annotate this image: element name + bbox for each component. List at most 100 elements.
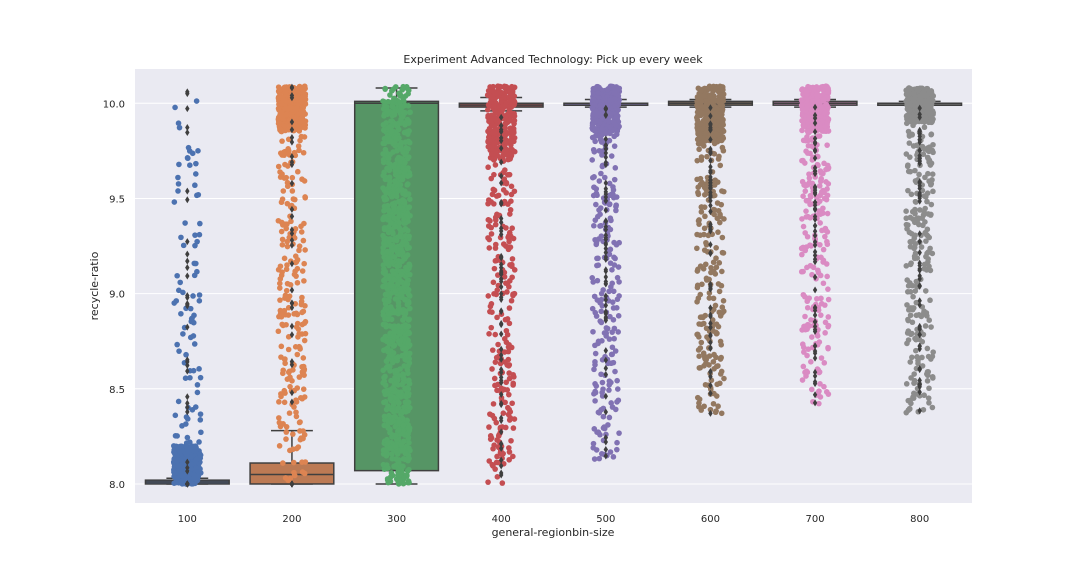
- point: [592, 85, 598, 92]
- point: [406, 300, 412, 306]
- outlier-marker: [289, 241, 295, 249]
- point: [275, 163, 282, 170]
- point: [402, 167, 409, 173]
- point: [613, 241, 620, 248]
- point: [391, 215, 398, 222]
- point: [713, 354, 719, 361]
- point: [276, 399, 282, 405]
- point: [175, 120, 182, 127]
- point: [383, 190, 389, 196]
- point: [928, 131, 935, 137]
- strip-points: [170, 83, 937, 488]
- strip-400: [484, 83, 518, 486]
- point: [392, 288, 399, 295]
- point: [589, 122, 596, 129]
- point: [713, 408, 719, 414]
- point: [818, 104, 825, 110]
- point: [400, 430, 406, 437]
- point: [399, 114, 406, 120]
- point: [281, 123, 287, 129]
- outlier-marker: [289, 229, 295, 237]
- y-tick-label: 10.0: [103, 99, 125, 110]
- point: [285, 304, 292, 311]
- point: [491, 157, 497, 163]
- point: [278, 313, 285, 320]
- point: [300, 237, 307, 244]
- point: [506, 320, 513, 327]
- point: [920, 406, 927, 413]
- point: [800, 223, 807, 230]
- point: [492, 241, 499, 248]
- point: [595, 340, 601, 347]
- point: [596, 207, 602, 213]
- point: [385, 403, 391, 409]
- point: [600, 287, 606, 293]
- point: [506, 370, 512, 376]
- point: [279, 242, 286, 248]
- point: [694, 94, 701, 100]
- point: [407, 196, 413, 203]
- point: [280, 460, 286, 466]
- point: [406, 139, 413, 146]
- point: [930, 349, 936, 355]
- point: [590, 192, 597, 199]
- point: [485, 235, 491, 241]
- point: [510, 291, 516, 298]
- outliers-100: [185, 88, 190, 488]
- point: [922, 288, 929, 294]
- point: [286, 369, 292, 376]
- point: [822, 109, 828, 116]
- point: [398, 337, 404, 344]
- point: [921, 146, 928, 152]
- point: [501, 335, 508, 342]
- point: [930, 93, 937, 99]
- point: [391, 342, 398, 349]
- point: [285, 334, 292, 340]
- point: [716, 288, 723, 295]
- point: [285, 346, 292, 353]
- point: [175, 287, 182, 294]
- point: [800, 363, 807, 370]
- point: [506, 118, 513, 124]
- point: [396, 205, 403, 211]
- point: [391, 95, 397, 102]
- point: [400, 109, 407, 116]
- point: [598, 170, 604, 177]
- point: [399, 381, 405, 388]
- point: [715, 156, 722, 162]
- point: [196, 292, 203, 298]
- point: [606, 387, 612, 393]
- point: [615, 107, 621, 113]
- point: [380, 447, 387, 453]
- point: [296, 419, 303, 426]
- point: [507, 207, 514, 213]
- point: [592, 389, 599, 396]
- point: [405, 317, 412, 323]
- point: [184, 155, 191, 162]
- point: [397, 159, 404, 165]
- point: [282, 161, 288, 168]
- point: [484, 107, 491, 113]
- outlier-marker: [289, 260, 295, 268]
- point: [510, 425, 517, 431]
- outlier-marker: [289, 236, 295, 244]
- point: [488, 435, 495, 441]
- outlier-marker: [185, 480, 190, 488]
- point: [613, 202, 620, 208]
- point: [398, 103, 404, 110]
- point: [299, 469, 306, 475]
- outlier-marker: [185, 367, 190, 375]
- point: [399, 173, 406, 180]
- y-axis-label: recycle-ratio: [88, 251, 101, 320]
- point: [402, 192, 409, 198]
- point: [384, 476, 391, 482]
- point: [595, 213, 601, 220]
- point: [399, 197, 406, 203]
- point: [589, 305, 596, 312]
- point: [504, 112, 510, 118]
- point: [493, 419, 500, 426]
- point: [706, 276, 712, 283]
- point: [276, 415, 282, 421]
- outlier-marker: [289, 322, 295, 330]
- point: [611, 262, 618, 268]
